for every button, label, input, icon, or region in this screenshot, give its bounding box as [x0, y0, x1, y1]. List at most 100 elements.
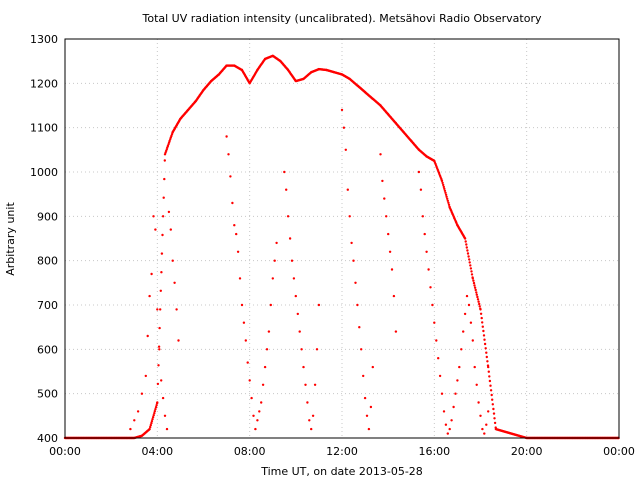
- data-point: [489, 384, 492, 387]
- data-point: [150, 420, 154, 423]
- data-point: [160, 252, 164, 255]
- data-point: [273, 259, 276, 262]
- data-point: [158, 326, 161, 330]
- data-point: [177, 339, 180, 342]
- data-point: [165, 427, 169, 431]
- data-point: [167, 210, 171, 214]
- y-tick-label: 800: [37, 255, 58, 268]
- data-point: [479, 308, 482, 311]
- data-point: [367, 427, 371, 431]
- y-tick-label: 1200: [30, 77, 58, 90]
- data-point: [263, 365, 267, 369]
- data-point: [225, 135, 228, 138]
- data-point: [488, 375, 491, 378]
- data-point: [267, 330, 271, 333]
- data-point: [136, 410, 140, 413]
- data-point: [151, 416, 155, 419]
- x-tick-label: 00:00: [603, 445, 635, 458]
- data-point: [365, 414, 369, 417]
- data-point: [153, 410, 156, 413]
- data-point: [381, 179, 384, 183]
- data-point: [242, 321, 246, 324]
- data-point: [456, 379, 459, 382]
- data-point: [447, 201, 450, 204]
- x-tick-label: 20:00: [511, 445, 543, 458]
- data-point: [438, 374, 442, 378]
- data-point: [148, 427, 151, 431]
- data-point: [446, 197, 449, 200]
- data-point: [477, 300, 480, 303]
- data-point: [306, 401, 309, 404]
- data-point: [435, 339, 438, 342]
- data-point: [150, 421, 153, 425]
- data-point: [308, 419, 311, 422]
- x-tick-label: 08:00: [234, 445, 266, 458]
- data-point: [470, 273, 474, 276]
- data-point: [161, 233, 164, 237]
- data-point: [159, 289, 162, 292]
- data-point: [481, 427, 484, 431]
- data-point: [473, 284, 476, 287]
- data-point: [160, 379, 163, 382]
- data-point: [443, 189, 447, 192]
- data-point: [464, 240, 467, 243]
- data-point: [483, 342, 487, 346]
- data-point: [483, 432, 486, 435]
- data-point: [173, 281, 176, 284]
- data-point: [473, 286, 477, 289]
- data-point: [161, 215, 165, 218]
- data-point: [429, 286, 432, 289]
- data-points: [63, 54, 620, 440]
- data-point: [140, 392, 144, 395]
- data-point: [469, 321, 473, 324]
- data-point: [485, 355, 488, 359]
- data-point: [283, 170, 286, 174]
- data-point: [492, 412, 496, 415]
- data-point: [157, 345, 161, 348]
- data-point: [394, 330, 398, 333]
- data-point: [315, 348, 319, 351]
- data-point: [171, 259, 174, 262]
- data-point: [493, 421, 497, 425]
- data-point: [468, 258, 471, 261]
- data-point: [231, 201, 234, 205]
- data-point: [390, 268, 394, 271]
- data-point: [468, 261, 471, 264]
- data-point: [313, 383, 317, 386]
- data-point: [304, 383, 307, 386]
- data-point: [479, 414, 482, 417]
- data-point: [423, 232, 426, 236]
- data-point: [250, 396, 253, 400]
- data-point: [442, 185, 445, 189]
- data-point: [292, 277, 296, 280]
- y-tick-label: 700: [37, 299, 58, 312]
- data-point: [154, 408, 157, 411]
- data-point: [471, 277, 474, 280]
- data-point: [379, 153, 382, 156]
- data-point: [161, 396, 165, 400]
- data-point: [417, 170, 421, 174]
- data-point: [162, 196, 165, 199]
- x-tick-label: 04:00: [141, 445, 173, 458]
- data-point: [477, 401, 480, 404]
- data-point: [489, 389, 493, 392]
- data-point: [469, 267, 473, 270]
- data-point: [146, 334, 149, 338]
- data-point: [487, 365, 490, 369]
- data-point: [491, 403, 494, 406]
- data-point: [465, 243, 468, 246]
- data-point: [160, 271, 163, 274]
- data-point: [169, 228, 172, 231]
- x-tick-label: 12:00: [326, 445, 358, 458]
- data-point: [258, 410, 261, 413]
- data-point: [463, 312, 467, 316]
- data-point: [442, 183, 445, 187]
- data-point: [360, 348, 363, 351]
- data-point: [149, 423, 152, 427]
- data-point: [440, 179, 444, 183]
- data-point: [474, 288, 477, 292]
- data-point: [153, 412, 156, 415]
- data-point: [445, 195, 448, 198]
- data-point: [261, 383, 265, 386]
- data-point: [419, 188, 423, 191]
